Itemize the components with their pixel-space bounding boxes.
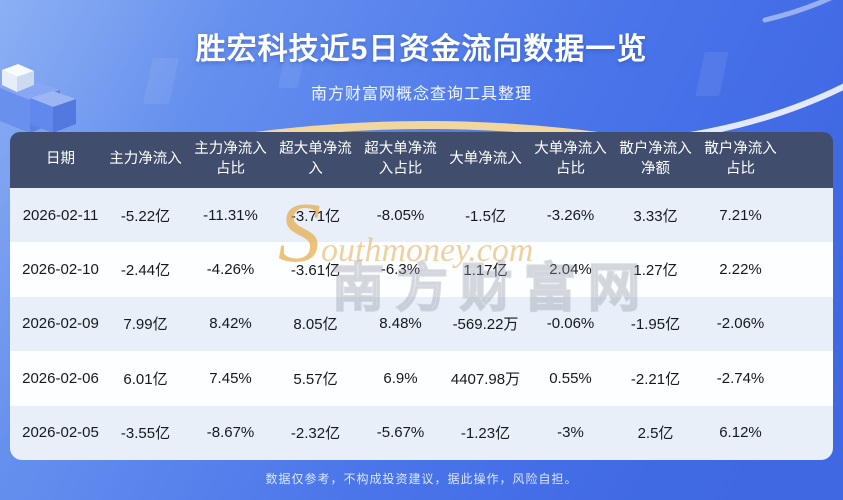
col-header-large-order-net-inflow: 大单净流入 xyxy=(449,151,522,168)
table-cell: 8.05亿 xyxy=(293,316,338,334)
table-cell: 6.01亿 xyxy=(123,370,168,388)
table-cell: 3.33亿 xyxy=(633,207,678,225)
table-cell: 8.42% xyxy=(209,315,252,333)
table-cell: -2.74% xyxy=(716,369,765,387)
table-cell: -2.21亿 xyxy=(630,370,681,388)
table-cell: -5.67% xyxy=(376,424,425,442)
table-cell: 7.99亿 xyxy=(123,316,168,334)
table-cell: -1.23亿 xyxy=(460,425,511,443)
col-header-xl-order-net-inflow-pct: 超大单净流入占比 xyxy=(364,141,437,177)
table-cell: 7.45% xyxy=(209,369,252,387)
table-cell: -569.22万 xyxy=(452,316,519,334)
table-cell: 8.48% xyxy=(379,315,422,333)
col-header-main-net-inflow-pct: 主力净流入占比 xyxy=(194,141,267,177)
table-cell: 2026-02-06 xyxy=(22,369,99,387)
table-cell: -2.44亿 xyxy=(120,262,171,280)
table-cell: -11.31% xyxy=(203,206,258,224)
table-cell: -0.06% xyxy=(546,315,595,333)
fund-flow-table: 日期 主力净流入 主力净流入占比 超大单净流入 超大单净流入占比 大单净流入 大… xyxy=(10,132,833,460)
col-header-retail-net-inflow-pct: 散户净流入占比 xyxy=(704,141,777,177)
col-header-xl-order-net-inflow: 超大单净流入 xyxy=(279,141,352,177)
table-row: 2026-02-09 7.99亿 8.42% 8.05亿 8.48% -569.… xyxy=(10,296,833,352)
table-cell: 2026-02-05 xyxy=(22,424,99,442)
col-header-date: 日期 xyxy=(46,151,75,168)
table-cell: 2026-02-09 xyxy=(22,315,99,333)
table-cell: 6.9% xyxy=(383,369,418,387)
table-cell: 5.57亿 xyxy=(293,370,338,388)
page-title: 胜宏科技近5日资金流向数据一览 xyxy=(195,33,648,66)
table-cell: 2.5亿 xyxy=(637,425,674,443)
table-row: 2026-02-06 6.01亿 7.45% 5.57亿 6.9% 4407.9… xyxy=(10,351,833,406)
col-header-main-net-inflow: 主力净流入 xyxy=(109,151,182,168)
col-header-retail-net-inflow: 散户净流入净额 xyxy=(619,141,692,177)
table-cell: -2.06% xyxy=(716,315,765,333)
table-header-row: 日期 主力净流入 主力净流入占比 超大单净流入 超大单净流入占比 大单净流入 大… xyxy=(10,132,833,188)
table-cell: -8.05% xyxy=(376,206,425,224)
table-cell: -1.95亿 xyxy=(630,316,681,334)
table-cell: -4.26% xyxy=(206,261,255,279)
table-cell: 7.21% xyxy=(719,206,762,224)
table-cell: 2.22% xyxy=(719,261,762,279)
page-subtitle: 南方财富网概念查询工具整理 xyxy=(310,86,532,103)
table-row: 2026-02-10 -2.44亿 -4.26% -3.61亿 -6.3% 1.… xyxy=(10,242,833,297)
table-row: 2026-02-05 -3.55亿 -8.67% -2.32亿 -5.67% -… xyxy=(10,405,833,460)
table-cell: -3% xyxy=(557,424,584,442)
table-cell: 2.04% xyxy=(549,261,592,279)
table-cell: 1.27亿 xyxy=(633,262,678,280)
col-header-large-order-net-inflow-pct: 大单净流入占比 xyxy=(534,141,607,177)
table-row: 2026-02-11 -5.22亿 -11.31% -3.71亿 -8.05% … xyxy=(10,188,833,243)
table-cell: -1.5亿 xyxy=(465,207,506,225)
disclaimer-text: 数据仅参考，不构成投资建议，据此操作，风险自担。 xyxy=(265,472,578,486)
table-cell: -2.32亿 xyxy=(290,425,341,443)
table-cell: -3.55亿 xyxy=(120,425,171,443)
table-cell: 2026-02-11 xyxy=(22,206,99,224)
table-cell: 4407.98万 xyxy=(450,370,521,388)
table-cell: -3.26% xyxy=(546,206,595,224)
table-cell: -5.22亿 xyxy=(120,207,171,225)
table-cell: -6.3% xyxy=(380,261,421,279)
table-cell: 6.12% xyxy=(719,424,762,442)
table-cell: -8.67% xyxy=(206,424,255,442)
table-cell: 1.17亿 xyxy=(463,262,508,280)
table-cell: -3.61亿 xyxy=(290,262,341,280)
table-cell: 0.55% xyxy=(549,369,592,387)
table-cell: 2026-02-10 xyxy=(22,261,99,279)
table-cell: -3.71亿 xyxy=(290,207,341,225)
